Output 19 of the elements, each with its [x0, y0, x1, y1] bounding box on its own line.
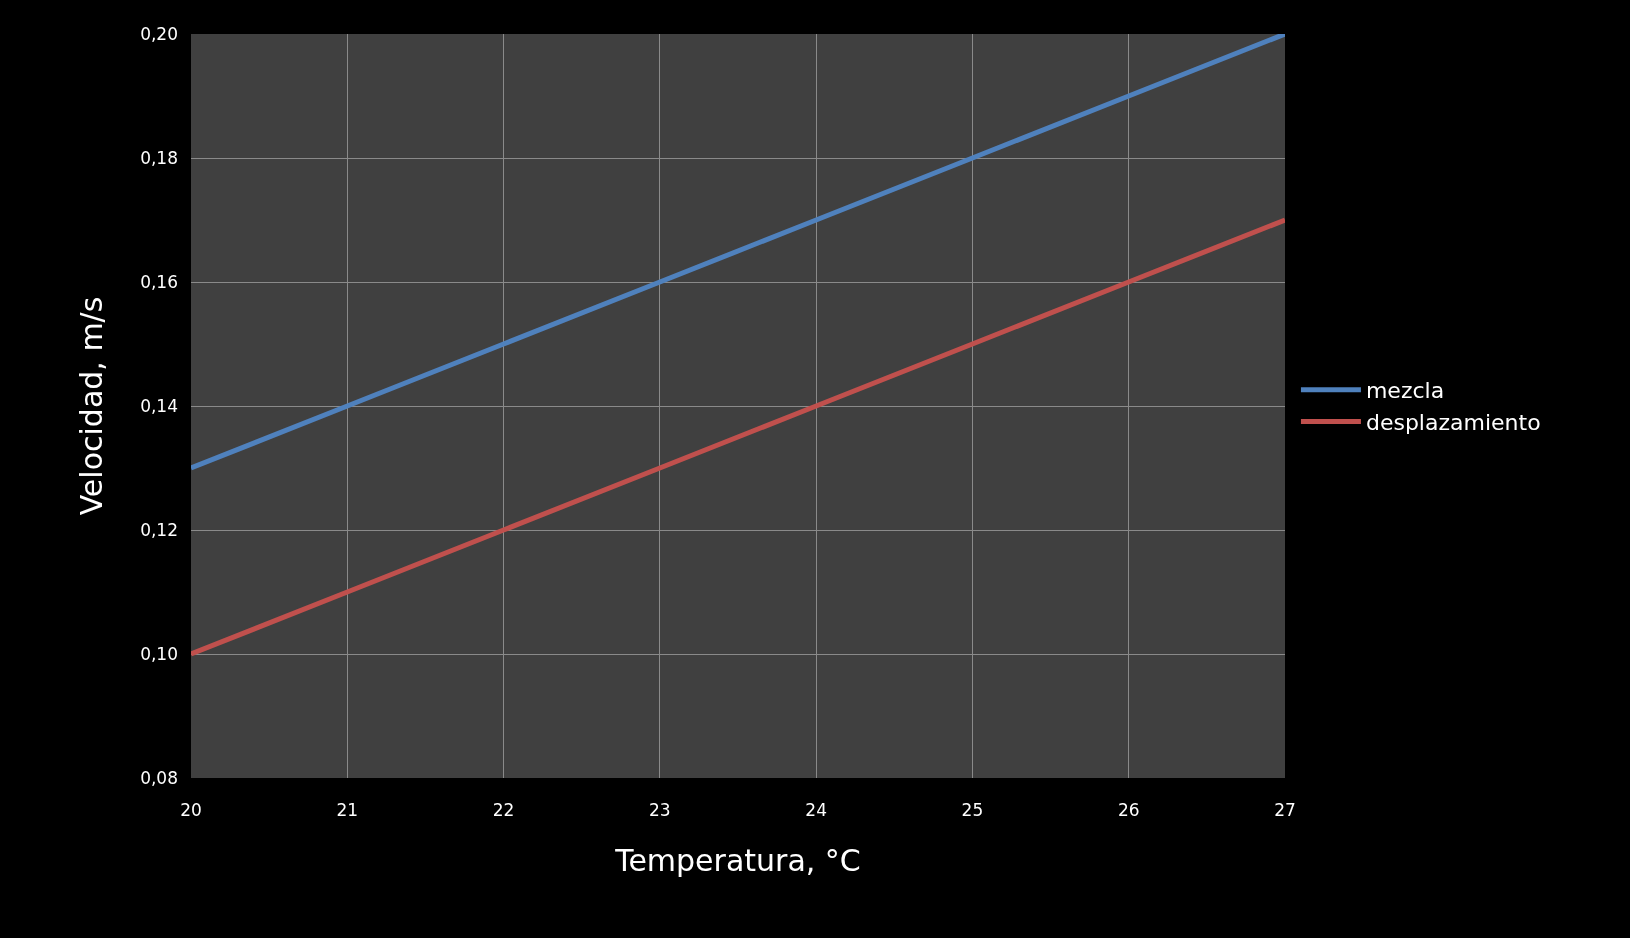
x-tick-label: 23 — [649, 800, 671, 820]
x-tick-label: 26 — [1117, 800, 1140, 820]
y-tick-label: 0,16 — [140, 271, 178, 292]
y-tick-label: 0,20 — [140, 23, 178, 44]
x-tick-label: 22 — [492, 800, 515, 820]
x-tick-label: 24 — [805, 800, 827, 820]
y-tick-label: 0,08 — [140, 767, 178, 788]
x-tick-label: 25 — [961, 800, 984, 820]
y-tick-label: 0,12 — [140, 519, 178, 540]
y-tick-label: 0,14 — [140, 395, 178, 416]
y-axis-title: Velocidad, m/s — [74, 296, 110, 516]
x-tick-label: 20 — [180, 800, 202, 820]
y-tick-label: 0,10 — [140, 643, 178, 664]
x-tick-label: 21 — [336, 800, 359, 820]
legend-label: desplazamiento — [1365, 409, 1541, 435]
x-axis-title: Temperatura, °C — [614, 842, 861, 878]
y-tick-label: 0,18 — [140, 147, 178, 168]
x-tick-label: 27 — [1274, 800, 1296, 820]
legend-label: mezcla — [1365, 378, 1445, 404]
